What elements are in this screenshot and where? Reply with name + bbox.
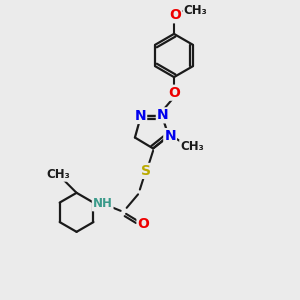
Text: CH₃: CH₃ (180, 140, 204, 153)
Text: O: O (168, 86, 180, 100)
Text: S: S (142, 164, 152, 178)
Text: N: N (134, 109, 146, 123)
Text: CH₃: CH₃ (184, 4, 208, 17)
Text: O: O (137, 217, 149, 231)
Text: O: O (169, 8, 181, 22)
Text: NH: NH (93, 197, 112, 210)
Text: N: N (157, 108, 169, 122)
Text: N: N (164, 129, 176, 143)
Text: CH₃: CH₃ (47, 168, 70, 181)
